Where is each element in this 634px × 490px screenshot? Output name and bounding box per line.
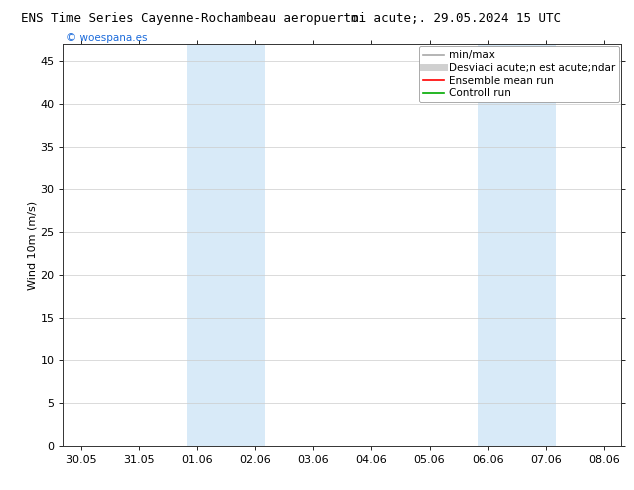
Y-axis label: Wind 10m (m/s): Wind 10m (m/s): [27, 200, 37, 290]
Text: © woespana.es: © woespana.es: [66, 33, 148, 43]
Text: mi acute;. 29.05.2024 15 UTC: mi acute;. 29.05.2024 15 UTC: [351, 12, 562, 25]
Bar: [187, 44, 265, 446]
Text: ENS Time Series Cayenne-Rochambeau aeropuerto: ENS Time Series Cayenne-Rochambeau aerop…: [22, 12, 359, 25]
Bar: [478, 44, 555, 446]
Legend: min/max, Desviaci acute;n est acute;ndar, Ensemble mean run, Controll run: min/max, Desviaci acute;n est acute;ndar…: [418, 46, 619, 102]
